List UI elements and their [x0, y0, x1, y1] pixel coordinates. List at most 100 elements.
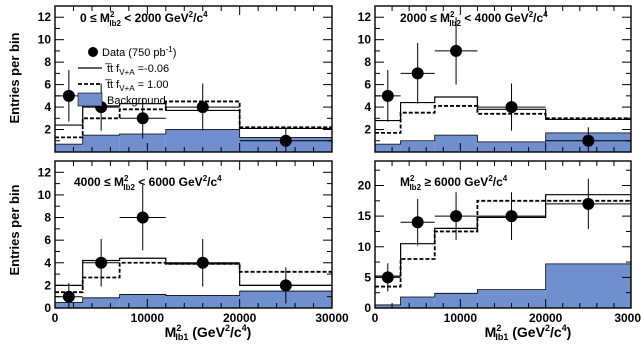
- data-point: [505, 210, 518, 223]
- background-bar: [434, 293, 478, 308]
- solid-line-series: [55, 257, 332, 286]
- background-bar: [119, 134, 166, 152]
- data-point: [279, 279, 292, 292]
- panel-title-part: 4: [217, 174, 222, 183]
- panel-frame: [374, 160, 632, 309]
- y-tick-label: 10: [38, 33, 52, 47]
- y-tick-label: 12: [358, 10, 372, 24]
- y-tick-label: 8: [44, 55, 51, 69]
- y-tick-label: 15: [358, 209, 372, 223]
- panel-title-part: /c: [207, 175, 217, 189]
- data-point: [505, 101, 518, 114]
- panel-title-part: < 6000 GeV: [135, 175, 203, 189]
- x-tick-label: 10000: [131, 311, 165, 325]
- y-tick-label: 4: [364, 100, 371, 114]
- panel-title-part: M: [400, 175, 410, 189]
- legend-data-sup: -1: [166, 45, 174, 54]
- y-tick-label: 0: [44, 301, 51, 315]
- data-point: [196, 101, 209, 114]
- panel-title-part: 4: [203, 10, 208, 19]
- x-tick-label: 10000: [444, 311, 478, 325]
- background-bar: [119, 294, 166, 308]
- y-tick-label: 2: [44, 123, 51, 137]
- x-axis-label-right: M2 lb1 (GeV2/c4): [485, 323, 572, 342]
- y-tick-label: 12: [38, 10, 52, 24]
- x-label-units-end: /c: [550, 324, 562, 340]
- legend-dashed-label: t̅t fV+A = 1.00: [104, 79, 168, 93]
- x-label-close: ): [567, 324, 572, 340]
- background-bar: [82, 297, 120, 308]
- data-point: [62, 89, 75, 102]
- data-point: [411, 216, 424, 229]
- legend-dashed-sub: V+A: [119, 84, 135, 93]
- panel-frame: [54, 5, 333, 153]
- data-point: [196, 256, 209, 269]
- legend-data-marker: [88, 47, 98, 57]
- x-tick-label: 20000: [223, 311, 257, 325]
- y-tick-label: 2: [44, 278, 51, 292]
- x-label-sub: lb1: [495, 332, 508, 342]
- data-point: [136, 211, 149, 224]
- data-point: [582, 134, 595, 147]
- x-label-sup: 2: [176, 323, 181, 333]
- data-point: [450, 44, 463, 57]
- panel-title-part: 4: [543, 10, 548, 19]
- panel-title: M2 lb2 ≥ 6000 GeV2/c4: [400, 174, 508, 192]
- background-bar: [165, 129, 240, 152]
- panel-title-part: 2: [529, 10, 534, 19]
- y-tick-label: 4: [44, 100, 51, 114]
- panel-title-part: < 2000 GeV: [121, 11, 189, 25]
- y-tick-label: 6: [44, 78, 51, 92]
- x-label-units-end-sup: 4: [242, 323, 247, 333]
- y-tick-label: 8: [44, 211, 51, 225]
- background-bar: [82, 135, 120, 152]
- y-tick-label: 2: [364, 123, 371, 137]
- legend-data-label: Data (750 pb-1): [102, 45, 176, 59]
- background-bar: [545, 263, 631, 308]
- x-label-units-sup: 2: [225, 323, 230, 333]
- data-point: [95, 256, 108, 269]
- panel-title-part: < 4000 GeV: [461, 11, 529, 25]
- x-label-units-end-sup: 4: [562, 323, 567, 333]
- background-bar: [375, 304, 401, 308]
- background-outline: [375, 132, 631, 145]
- y-tick-label: 12: [38, 165, 52, 179]
- panel-title-part: lb2: [123, 183, 135, 192]
- x-tick-label: 0: [52, 311, 59, 325]
- panel-frame: [54, 160, 333, 309]
- x-axis-label-left: M2 lb1 (GeV2/c4): [165, 323, 252, 342]
- x-label-units: (GeV: [508, 324, 545, 340]
- data-point: [279, 134, 292, 147]
- data-point: [381, 271, 394, 284]
- dashed-line-series: [55, 261, 332, 294]
- panel-title-part: 2000 ≤ M: [400, 11, 450, 25]
- y-tick-label: 5: [364, 270, 371, 284]
- background-outline: [375, 263, 631, 306]
- data-point: [450, 210, 463, 223]
- y-tick-label: 6: [364, 78, 371, 92]
- y-axis-label-top: Entries per bin: [7, 32, 22, 123]
- panel-title-part: 2: [410, 174, 415, 183]
- x-label-sub: lb1: [175, 332, 188, 342]
- panel-title-part: 2: [203, 174, 208, 183]
- y-tick-label: 6: [44, 233, 51, 247]
- legend-background-label: Background: [107, 95, 166, 107]
- panel-title-part: lb2: [449, 19, 461, 28]
- panel-title-part: 4000 ≤ M: [74, 175, 124, 189]
- x-tick-label: 30000: [614, 311, 641, 325]
- background-bar: [55, 144, 83, 152]
- x-label-m: M: [485, 324, 497, 340]
- panel-title-part: /c: [533, 11, 543, 25]
- legend-solid-text: t̅t f: [104, 63, 120, 75]
- data-point: [582, 197, 595, 210]
- y-tick-label: 10: [358, 240, 372, 254]
- panel-title-part: 2: [110, 10, 115, 19]
- legend-dashed-val: = 1.00: [135, 79, 169, 91]
- panel-title-part: 2: [450, 10, 455, 19]
- dashed-line-series: [375, 105, 631, 134]
- x-label-units: (GeV: [188, 324, 225, 340]
- y-tick-label: 20: [358, 179, 372, 193]
